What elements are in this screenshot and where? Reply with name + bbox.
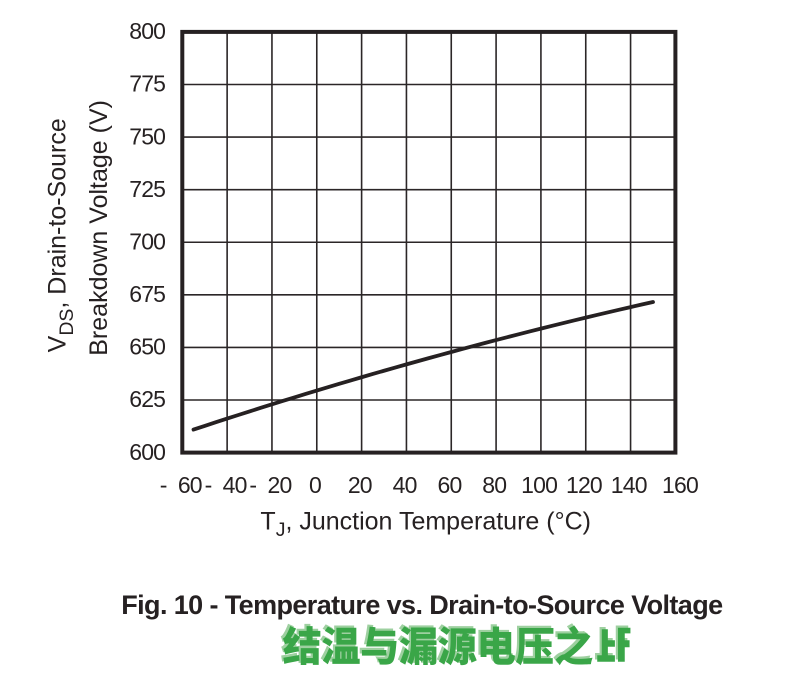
svg-text:60: 60 [437, 472, 461, 498]
svg-text:100: 100 [521, 472, 557, 498]
svg-text:- 20: - 20 [249, 472, 291, 498]
svg-text:160: 160 [662, 472, 698, 498]
svg-text:650: 650 [129, 334, 165, 360]
svg-text:675: 675 [129, 281, 165, 307]
svg-text:80: 80 [482, 472, 506, 498]
svg-text:750: 750 [129, 123, 165, 149]
svg-text:20: 20 [348, 472, 372, 498]
svg-text:Fig. 10 - Temperature vs. Drai: Fig. 10 - Temperature vs. Drain-to-Sourc… [121, 590, 723, 620]
svg-text:775: 775 [129, 71, 165, 97]
svg-text:800: 800 [129, 18, 165, 44]
svg-text:- 60: - 60 [160, 472, 202, 498]
svg-text:0: 0 [309, 472, 321, 498]
svg-text:600: 600 [129, 439, 165, 465]
svg-text:TJ, Junction Temperature (°C): TJ, Junction Temperature (°C) [260, 508, 591, 542]
svg-text:120: 120 [566, 472, 602, 498]
svg-text:Breakdown Voltage (V): Breakdown Voltage (V) [85, 100, 113, 356]
svg-text:625: 625 [129, 386, 165, 412]
svg-text:- 40: - 40 [205, 472, 247, 498]
svg-text:725: 725 [129, 176, 165, 202]
svg-text:40: 40 [393, 472, 417, 498]
svg-text:140: 140 [611, 472, 647, 498]
svg-text:700: 700 [129, 228, 165, 254]
